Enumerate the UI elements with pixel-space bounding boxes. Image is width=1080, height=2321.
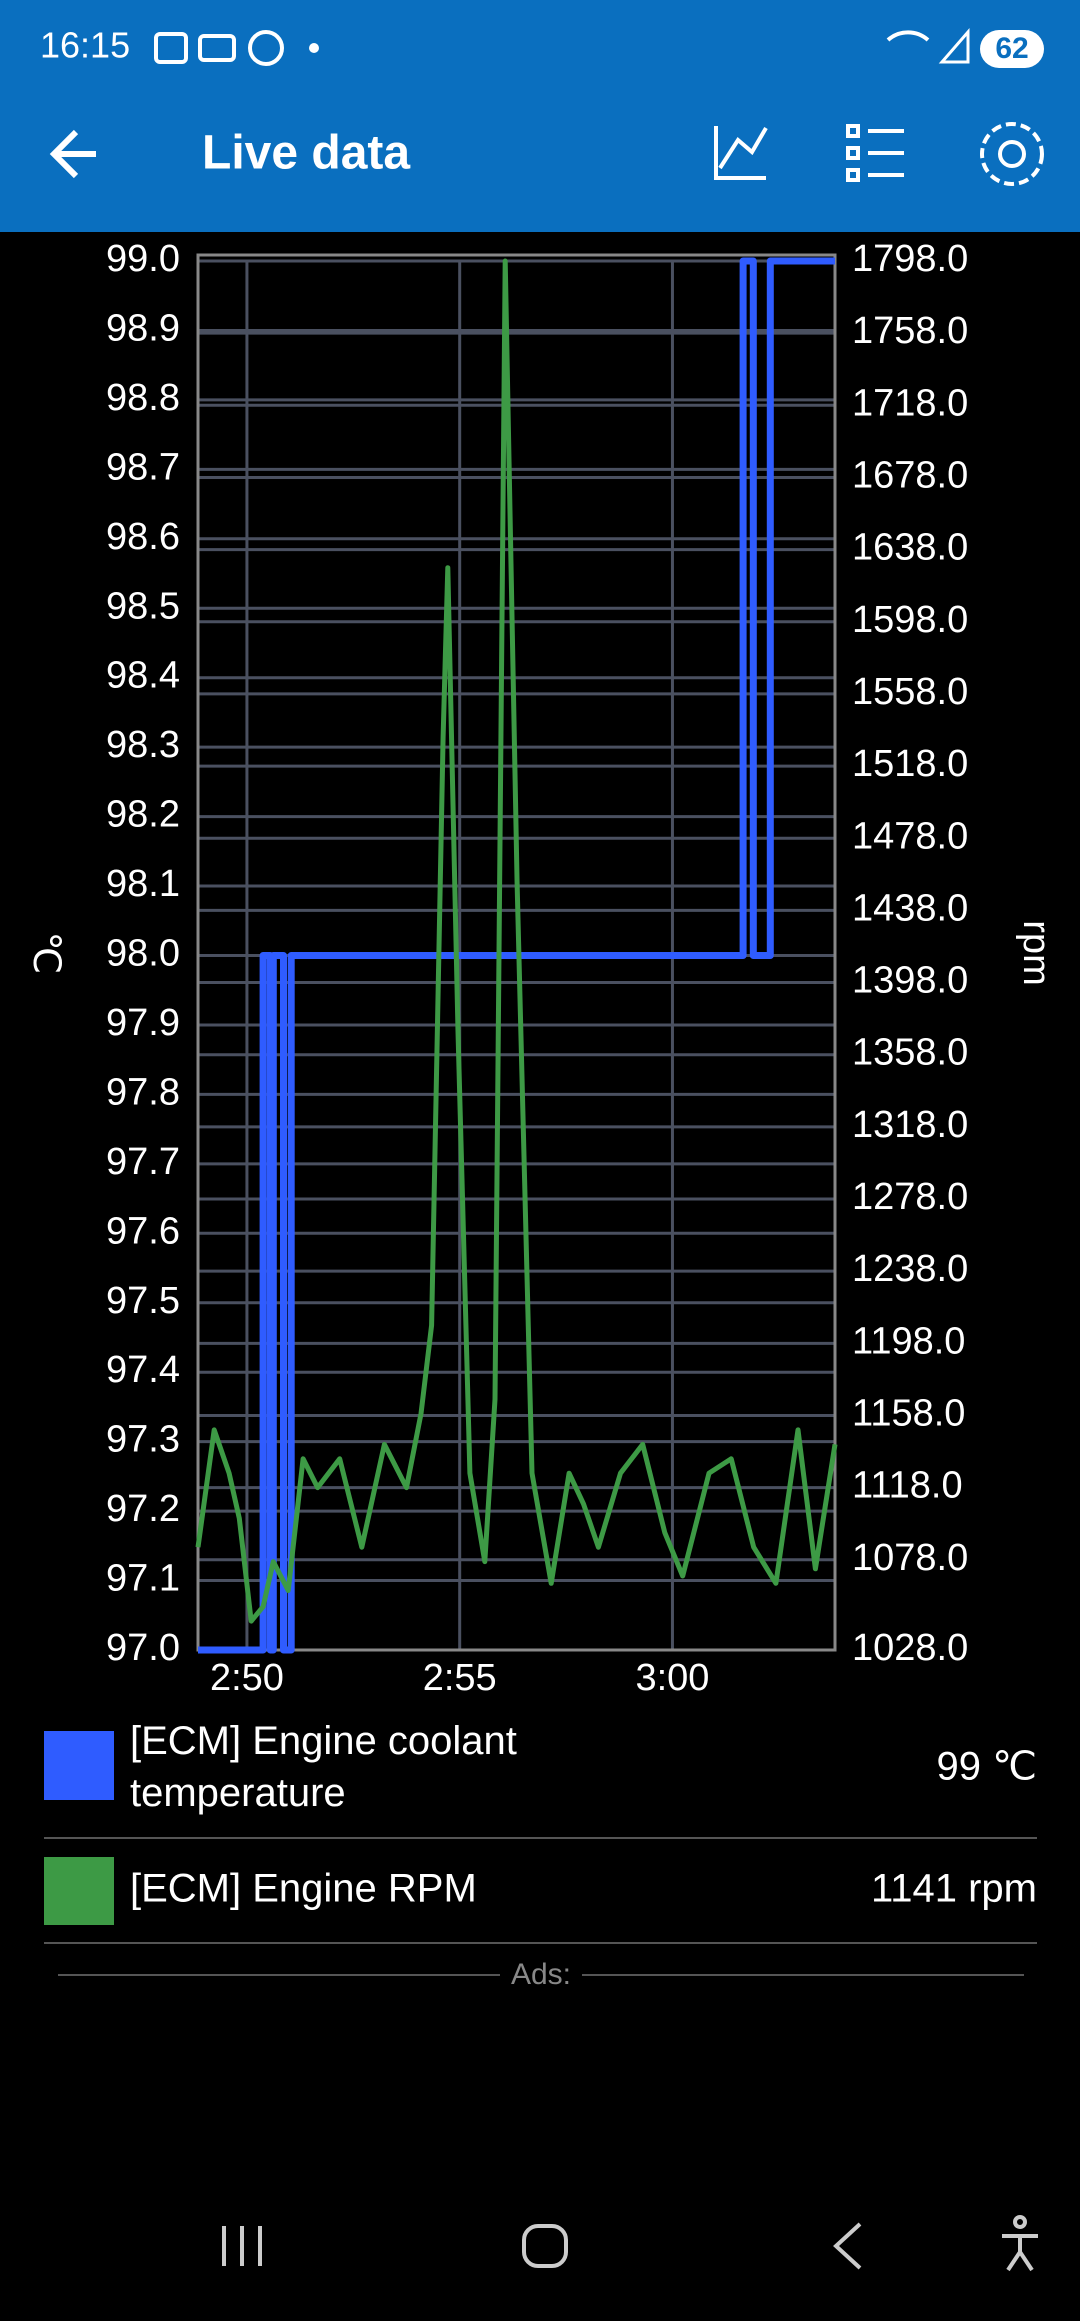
- y2-tick-label: 1198.0: [852, 1320, 965, 1362]
- battery-level: 62: [995, 32, 1028, 65]
- series-line: [198, 257, 835, 1654]
- y2-tick-label: 1638.0: [852, 527, 968, 569]
- y-tick-label: 97.2: [106, 1488, 180, 1530]
- legend-value: 99 ℃: [936, 1745, 1037, 1789]
- y2-tick-label: 1558.0: [852, 671, 968, 713]
- legend-name: [ECM] Engine RPM: [130, 1867, 477, 1911]
- y2-tick-label: 1028.0: [852, 1627, 968, 1669]
- chart-button[interactable]: [714, 126, 768, 180]
- plot-border: [196, 253, 837, 1652]
- y-tick-label: 97.3: [106, 1419, 180, 1461]
- chart: 97.0 97.1 97.2 97.3 97.4 97.5 97.6 97.7 97.8 97.9…: [25, 238, 1057, 1699]
- status-icons: [154, 30, 284, 66]
- y-tick-label: 97.4: [106, 1349, 180, 1391]
- y2-tick-label: 1358.0: [852, 1032, 968, 1074]
- battery: [980, 30, 1044, 68]
- y2-tick-label: 1678.0: [852, 454, 968, 496]
- y-tick-label: 98.7: [106, 446, 180, 488]
- y-axis-label: ℃: [25, 932, 67, 975]
- x-tick-label: 3:00: [635, 1657, 709, 1699]
- y-tick-label: 97.1: [106, 1558, 180, 1600]
- y2-tick-label: 1718.0: [852, 382, 968, 424]
- y-tick-label: 98.0: [106, 933, 180, 975]
- legend-swatch: [44, 1857, 114, 1925]
- status-dot: [309, 43, 319, 53]
- x-tick-label: 2:55: [423, 1657, 497, 1699]
- y-tick-label: 98.6: [106, 516, 180, 558]
- nav-back[interactable]: [833, 2222, 862, 2270]
- y2-tick-label: 1478.0: [852, 815, 968, 857]
- y2-tick-label: 1318.0: [852, 1104, 968, 1146]
- y2-tick-label: 1798.0: [852, 238, 968, 280]
- app-title: Live data: [202, 127, 410, 180]
- app-bar-bg: [0, 0, 1080, 232]
- ads-label: Ads:: [511, 1958, 571, 1991]
- y-tick-label: 97.9: [106, 1002, 180, 1044]
- legend-name: [ECM] Engine coolant temperature: [130, 1719, 517, 1815]
- y2-tick-label: 1398.0: [852, 960, 968, 1002]
- y-tick-label: 98.3: [106, 724, 180, 766]
- list-button[interactable]: [846, 124, 904, 182]
- y2-tick-label: 1158.0: [852, 1393, 965, 1435]
- nav-home[interactable]: [522, 2224, 568, 2268]
- y2-tick-label: 1278.0: [852, 1176, 968, 1218]
- x-tick-label: 2:50: [210, 1657, 284, 1699]
- wifi-icon: [886, 30, 930, 42]
- y2-tick-label: 1518.0: [852, 743, 968, 785]
- status-time: 16:15: [40, 25, 130, 66]
- y2-tick-label: 1238.0: [852, 1248, 968, 1290]
- y2-tick-label: 1758.0: [852, 310, 968, 352]
- y2-axis-label: rpm: [1015, 920, 1057, 985]
- y-tick-label: 98.1: [106, 863, 180, 905]
- y2-tick-label: 1078.0: [852, 1537, 968, 1579]
- y-tick-label: 97.8: [106, 1071, 180, 1113]
- settings-button[interactable]: [980, 122, 1044, 186]
- y-tick-label: 97.7: [106, 1141, 180, 1183]
- y-tick-label: 97.0: [106, 1627, 180, 1669]
- series-line: [195, 258, 838, 1624]
- y-tick-label: 98.9: [106, 307, 180, 349]
- y-tick-label: 98.2: [106, 794, 180, 836]
- y-tick-label: 97.6: [106, 1210, 180, 1252]
- nav-bar: [222, 2215, 1038, 2272]
- y2-tick-label: 1598.0: [852, 599, 968, 641]
- y-tick-label: 99.0: [106, 238, 180, 280]
- legend-swatch: [44, 1731, 114, 1800]
- y-tick-label: 98.8: [106, 377, 180, 419]
- nav-accessibility[interactable]: [1002, 2215, 1038, 2272]
- y-tick-label: 98.4: [106, 655, 180, 697]
- nav-recent[interactable]: [222, 2226, 262, 2266]
- legend-value: 1141 rpm: [871, 1867, 1037, 1911]
- y2-tick-label: 1438.0: [852, 887, 968, 929]
- y2-tick-label: 1118.0: [852, 1465, 963, 1507]
- back-button[interactable]: [49, 129, 96, 179]
- y-tick-label: 98.5: [106, 585, 180, 627]
- y-tick-label: 97.5: [106, 1280, 180, 1322]
- signal-icon: [938, 27, 970, 64]
